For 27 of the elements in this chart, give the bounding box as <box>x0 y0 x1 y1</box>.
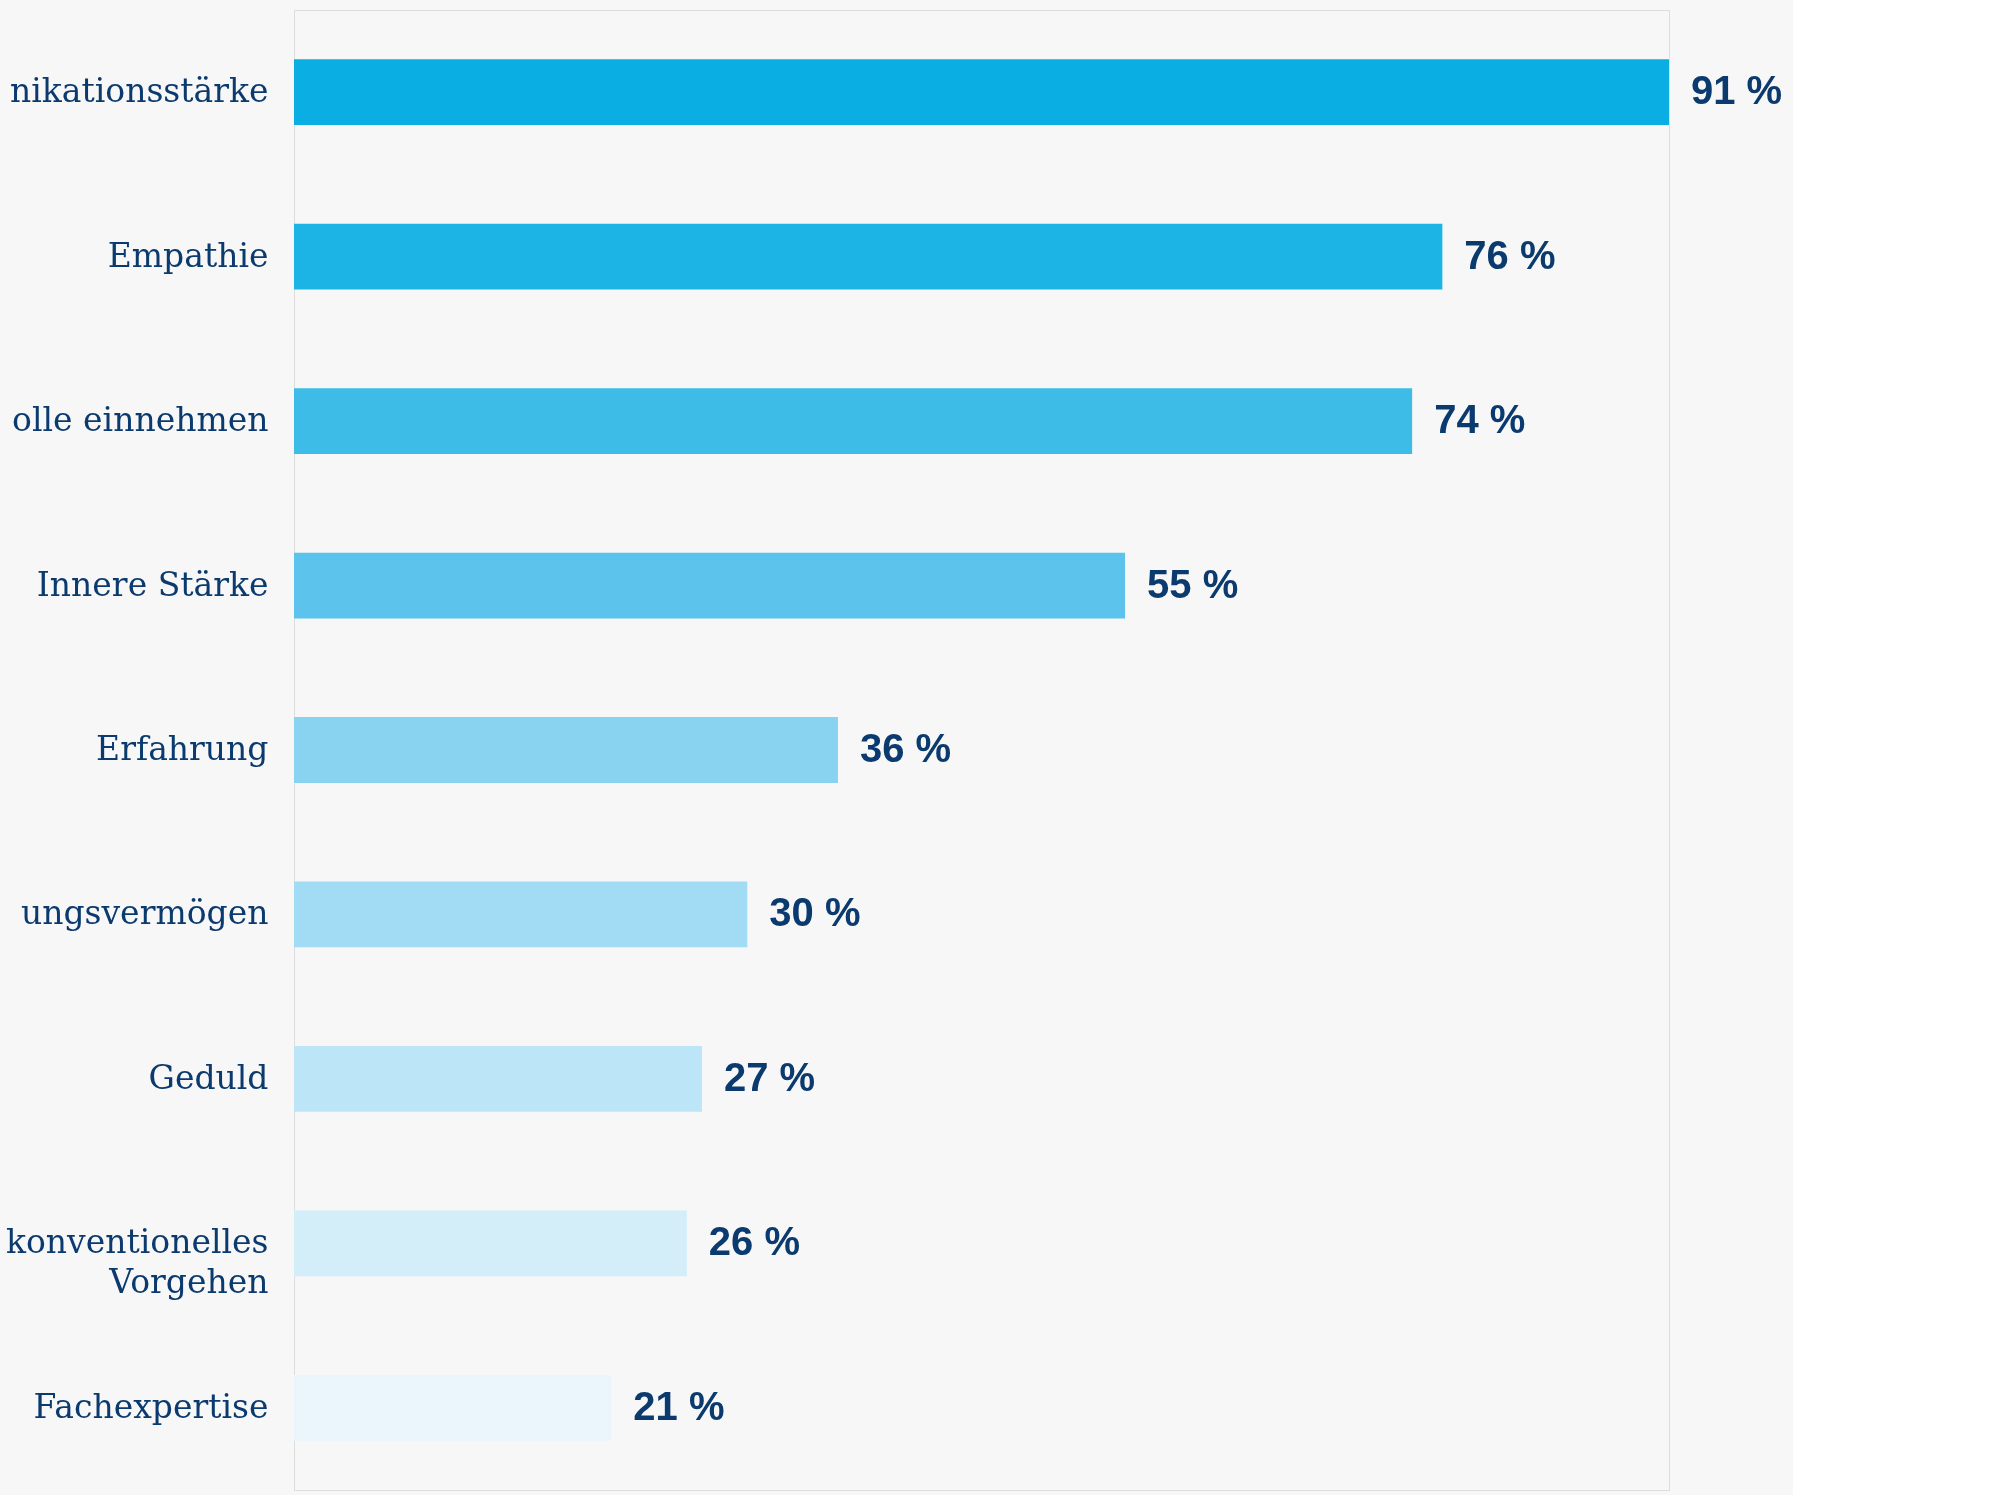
y-tick-label: Innere Stärke <box>36 564 269 604</box>
bar <box>294 552 1126 619</box>
y-tick-label: Fachexpertise <box>33 1386 269 1426</box>
data-label: 91 % <box>1691 68 1783 113</box>
data-label: 26 % <box>708 1219 801 1264</box>
y-tick-label: ungsvermögen <box>20 893 269 933</box>
data-label: 27 % <box>723 1054 816 1099</box>
bar <box>294 388 1413 454</box>
data-label: 36 % <box>859 726 952 770</box>
bar <box>294 1210 687 1277</box>
bar <box>294 1374 612 1441</box>
y-tick-label: Empathie <box>107 235 269 275</box>
bar <box>294 717 838 783</box>
data-label: 76 % <box>1464 232 1556 277</box>
bar <box>294 1046 702 1112</box>
y-tick-label: Geduld <box>148 1057 269 1097</box>
bar <box>294 223 1443 290</box>
bar <box>294 59 1669 126</box>
y-tick-label: nikationsstärke <box>9 71 269 111</box>
bar <box>294 881 748 948</box>
y-tick-label: olle einnehmen <box>12 400 269 440</box>
y-tick-label: Erfahrung <box>96 729 269 768</box>
y-tick-label: konventionelles Vorgehen <box>5 1222 269 1302</box>
data-label: 21 % <box>633 1383 725 1428</box>
data-label: 30 % <box>769 890 861 935</box>
data-label: 55 % <box>1147 561 1239 606</box>
data-label: 74 % <box>1434 397 1526 442</box>
